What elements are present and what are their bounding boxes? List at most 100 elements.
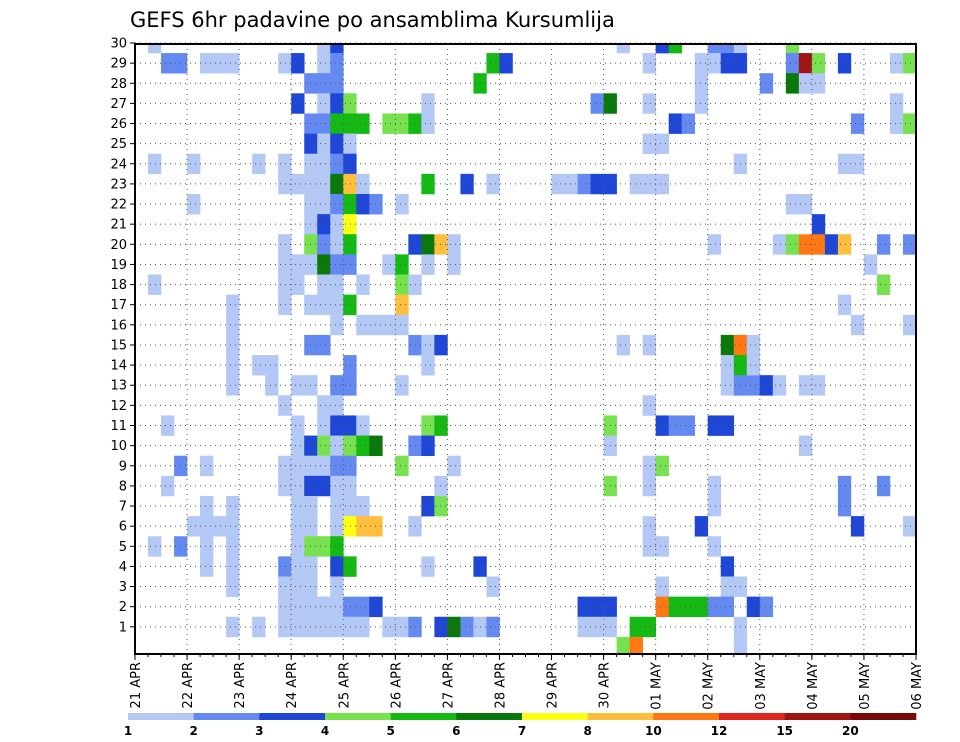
heatmap-cell — [421, 113, 435, 134]
heatmap-cell — [252, 355, 266, 376]
heatmap-cell — [226, 355, 240, 376]
heatmap-cell — [330, 53, 344, 74]
heatmap-cell — [356, 495, 370, 517]
heatmap-cell — [148, 274, 162, 295]
y-tick-label: 15 — [110, 338, 127, 353]
heatmap-cell — [291, 576, 305, 597]
heatmap-cell — [642, 455, 656, 477]
heatmap-cell — [356, 596, 370, 618]
x-tick-label: 30 APR — [598, 662, 613, 708]
heatmap-cell — [720, 596, 735, 618]
heatmap-cell — [395, 254, 409, 275]
heatmap-cell — [226, 294, 240, 316]
heatmap-cell — [434, 334, 448, 356]
heatmap-cell — [837, 475, 852, 497]
heatmap-cell — [226, 375, 240, 396]
heatmap-cell — [330, 616, 344, 638]
heatmap-cell — [343, 193, 357, 215]
heatmap-cell — [837, 294, 852, 316]
heatmap-cell — [278, 576, 292, 597]
y-tick-label: 21 — [110, 218, 127, 233]
x-tick-label: 26 APR — [389, 662, 404, 708]
heatmap-cell — [902, 516, 917, 537]
heatmap-cell — [746, 375, 761, 396]
heatmap-cell — [382, 616, 396, 638]
y-tick-label: 29 — [110, 57, 127, 72]
heatmap-cell — [759, 375, 774, 396]
heatmap-cell — [655, 44, 669, 54]
y-tick-label: 13 — [110, 379, 127, 394]
heatmap-cell — [343, 133, 357, 155]
heatmap-cell — [642, 53, 656, 74]
heatmap-cell — [382, 113, 396, 134]
heatmap-cell — [291, 274, 305, 295]
x-tick-label: 23 APR — [233, 662, 248, 708]
heatmap-cell — [629, 173, 643, 195]
heatmap-cell — [343, 93, 357, 114]
heatmap-cell — [213, 53, 227, 74]
heatmap-cell — [707, 596, 722, 618]
heatmap-cell — [291, 616, 305, 638]
legend-label: 8 — [583, 724, 591, 738]
heatmap-cell — [330, 254, 344, 275]
heatmap-cell — [707, 44, 722, 54]
y-tick-label: 8 — [119, 479, 127, 494]
heatmap-cell — [200, 455, 214, 477]
heatmap-cell — [434, 415, 448, 436]
heatmap-cell — [707, 536, 722, 557]
heatmap-cell — [902, 314, 917, 336]
heatmap-cell — [317, 193, 331, 215]
heatmap-cell — [317, 93, 331, 114]
heatmap-cell — [291, 53, 305, 74]
y-tick-label: 2 — [119, 600, 127, 615]
heatmap-cell — [642, 475, 656, 497]
heatmap-cell — [707, 53, 722, 74]
heatmap-cell — [720, 375, 735, 396]
heatmap-cell — [850, 153, 865, 175]
heatmap-cell — [343, 475, 357, 497]
legend-swatch — [522, 713, 588, 720]
heatmap-cell — [642, 616, 656, 638]
heatmap-cell — [447, 616, 461, 638]
heatmap-cell — [655, 133, 669, 155]
plot-frame — [134, 43, 917, 655]
heatmap-cell — [343, 214, 357, 235]
heatmap-cell — [291, 475, 305, 497]
heatmap-cell — [902, 234, 917, 255]
heatmap-cell — [395, 274, 409, 295]
legend-label: 1 — [124, 724, 132, 738]
heatmap-cell — [811, 234, 826, 255]
heatmap-cell — [291, 93, 305, 114]
legend-label: 5 — [386, 724, 394, 738]
color-legend: 1 2 3 4 5 6 7 8 10 12 15 20 — [124, 713, 917, 738]
heatmap-cell — [876, 234, 891, 255]
heatmap-cell — [343, 415, 357, 436]
heatmap-cell — [226, 576, 240, 597]
y-axis-ticks: 1234567891011121314151617181920212223242… — [110, 36, 135, 635]
heatmap-cell — [200, 516, 214, 537]
heatmap-cell — [278, 475, 292, 497]
heatmap-cell — [720, 44, 735, 54]
heatmap-cell — [616, 44, 630, 54]
heatmap-cell — [759, 596, 774, 618]
heatmap-cell — [837, 53, 852, 74]
heatmap-cell — [356, 274, 370, 295]
heatmap-cell — [317, 395, 331, 416]
y-tick-label: 20 — [110, 238, 127, 253]
heatmap-cell — [746, 334, 761, 356]
heatmap-cell — [200, 53, 214, 74]
legend-label: 6 — [452, 724, 460, 738]
heatmap-cell — [343, 455, 357, 477]
heatmap-cell — [720, 334, 735, 356]
heatmap-cell — [590, 93, 604, 114]
heatmap-cell — [434, 616, 448, 638]
legend-label: 10 — [645, 724, 662, 738]
heatmap-cell — [278, 53, 292, 74]
heatmap-cell — [902, 53, 917, 74]
chart-title: GEFS 6hr padavine po ansamblima Kursumli… — [130, 8, 615, 32]
heatmap-cell — [460, 616, 474, 638]
x-tick-label: 29 APR — [546, 662, 561, 708]
heatmap-cell — [291, 536, 305, 557]
heatmap-cell — [291, 435, 305, 456]
heatmap-cell — [434, 234, 448, 255]
